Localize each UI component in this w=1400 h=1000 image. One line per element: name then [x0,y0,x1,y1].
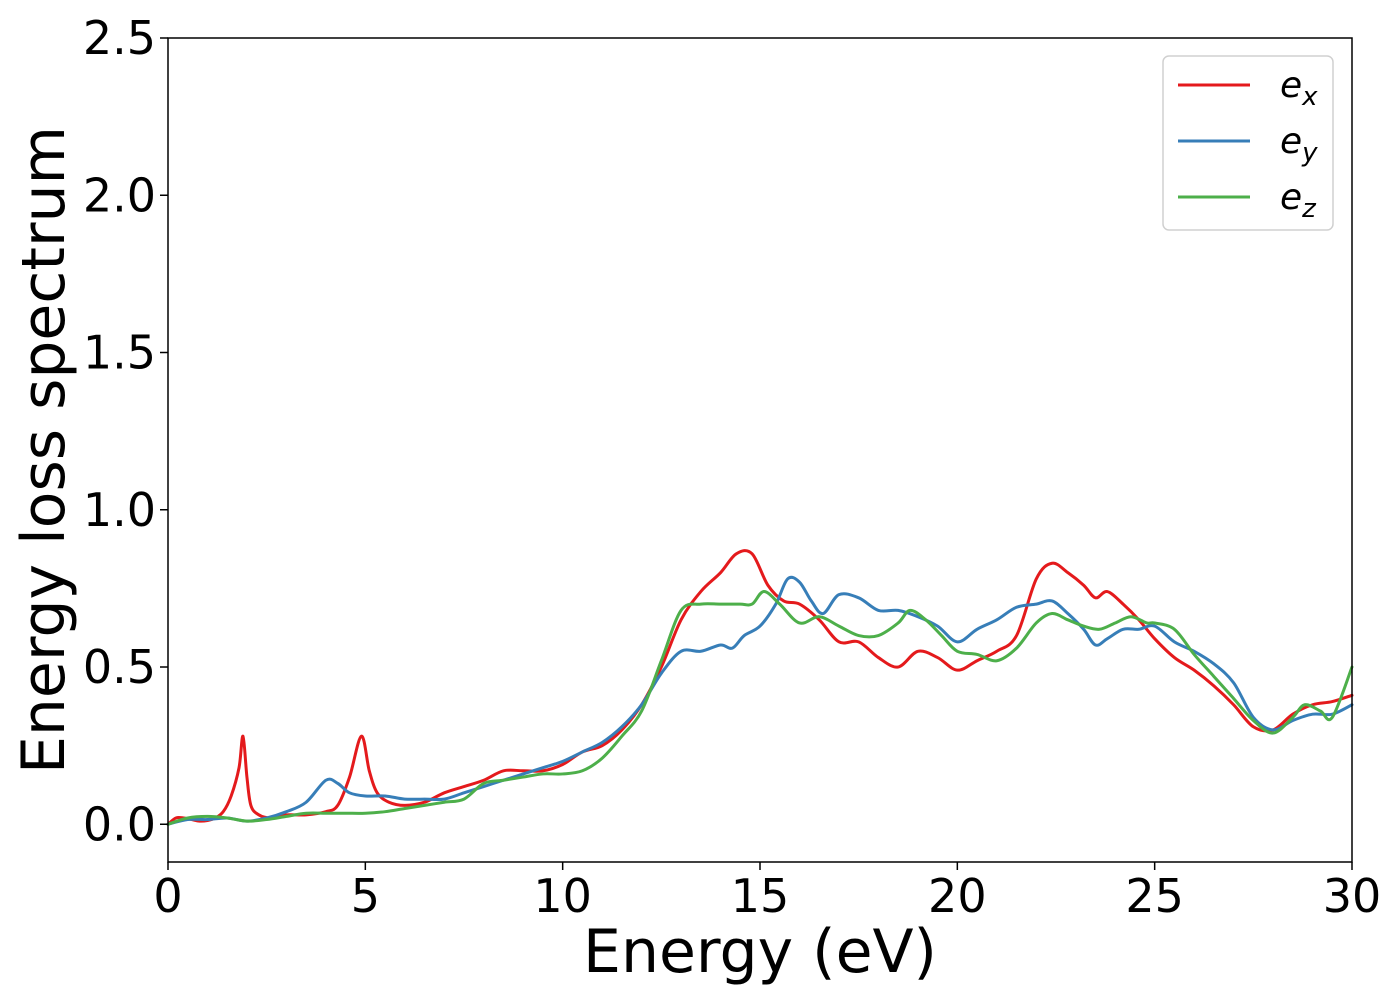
y-tick-label: 0.0 [83,797,156,851]
y-tick-label: 1.5 [83,326,156,380]
series-line-e_z [166,590,1354,826]
y-axis: 0.0 0.5 1.0 1.5 2.0 2.5 [83,11,168,851]
x-tick-label: 15 [731,869,790,923]
legend-box [1162,55,1334,231]
x-axis: 0 5 10 15 20 25 30 [153,862,1381,923]
legend-label-e_x: ex [1280,65,1318,112]
x-axis-title: Energy (eV) [583,917,937,987]
y-tick-label: 0.5 [83,640,156,694]
y-tick-label: 2.0 [83,168,156,222]
x-tick-label: 20 [928,869,987,923]
y-tick-label: 1.0 [83,483,156,537]
series-line-e_y [166,575,1354,826]
legend-label-e_y: ey [1280,121,1318,168]
x-tick-label: 0 [153,869,182,923]
y-tick-label: 2.5 [83,11,156,65]
x-tick-label: 10 [533,869,592,923]
series-line-e_x [166,549,1354,826]
x-tick-label: 25 [1125,869,1184,923]
series-layer [166,549,1354,826]
x-tick-label: 30 [1323,869,1382,923]
x-tick-label: 5 [351,869,380,923]
y-axis-title: Energy loss spectrum [9,126,79,774]
